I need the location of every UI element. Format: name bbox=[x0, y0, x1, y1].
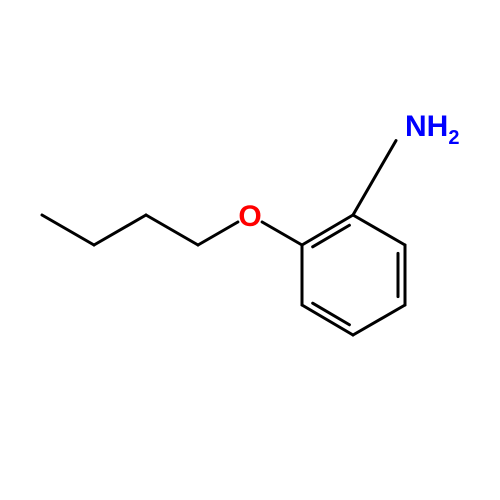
bond bbox=[262, 222, 302, 245]
bond bbox=[302, 215, 353, 245]
bond bbox=[353, 305, 405, 335]
bond bbox=[146, 215, 198, 245]
molecule-structure: O NH2 bbox=[0, 0, 500, 500]
atom-label-n: NH2 bbox=[405, 110, 459, 149]
bond bbox=[94, 215, 146, 245]
bond bbox=[353, 215, 405, 245]
bond bbox=[42, 215, 94, 245]
atom-label-o: O bbox=[238, 200, 261, 233]
bond bbox=[198, 222, 238, 245]
bond bbox=[353, 141, 396, 215]
bond bbox=[302, 305, 353, 335]
